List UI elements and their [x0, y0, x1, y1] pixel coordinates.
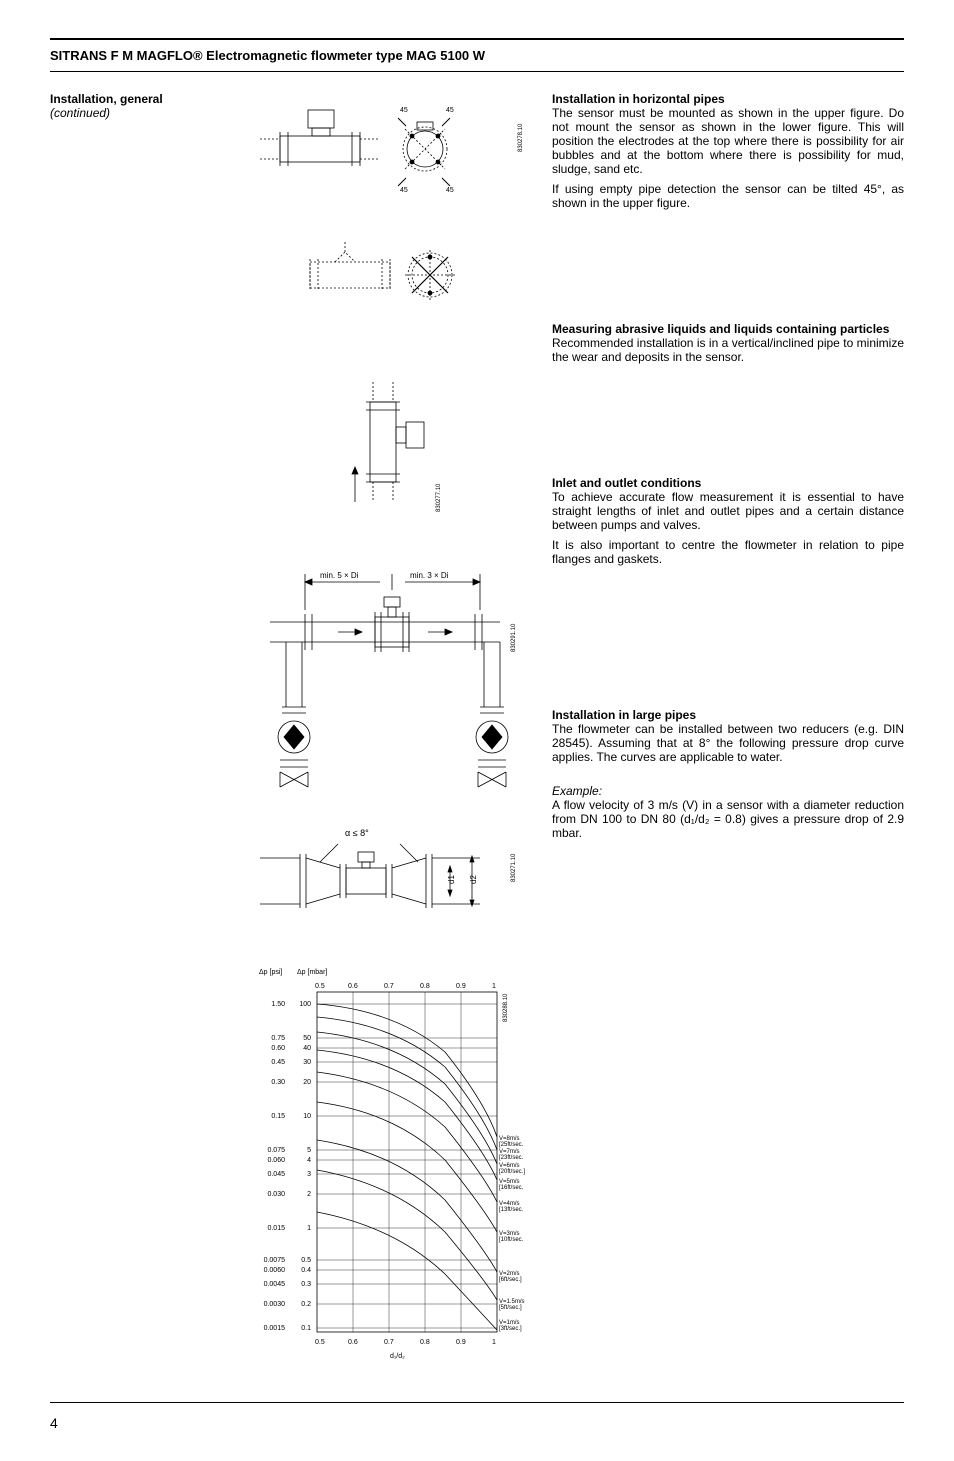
section-title: Installation in large pipes [552, 708, 904, 722]
svg-text:[13ft/sec.: [13ft/sec. [499, 1207, 524, 1213]
section-body: It is also important to centre the flowm… [552, 538, 904, 566]
section-body: The flowmeter can be installed between t… [552, 722, 904, 764]
svg-text:0.0075: 0.0075 [264, 1257, 286, 1264]
svg-text:0.5: 0.5 [315, 983, 325, 990]
svg-text:0.8: 0.8 [420, 983, 430, 990]
page-header-title: SITRANS F M MAGFLO® Electromagnetic flow… [50, 48, 904, 71]
svg-text:[3ft/sec.]: [3ft/sec.] [499, 1326, 522, 1332]
svg-text:0.30: 0.30 [271, 1079, 285, 1086]
svg-text:830277.10: 830277.10 [436, 483, 442, 512]
svg-text:5: 5 [307, 1147, 311, 1154]
svg-text:4: 4 [307, 1157, 311, 1164]
svg-text:830288.10: 830288.10 [503, 993, 509, 1022]
svg-text:45: 45 [446, 187, 454, 194]
section-horizontal-pipes: Installation in horizontal pipes The sen… [552, 92, 904, 210]
svg-text:d₁/d₂: d₁/d₂ [390, 1353, 405, 1360]
svg-text:0.060: 0.060 [267, 1157, 285, 1164]
svg-text:d2: d2 [469, 875, 478, 884]
svg-text:0.15: 0.15 [271, 1113, 285, 1120]
svg-text:0.1: 0.1 [301, 1325, 311, 1332]
svg-text:min. 3 × Di: min. 3 × Di [410, 571, 449, 580]
svg-text:[23ft/sec.: [23ft/sec. [499, 1155, 524, 1161]
section-body: To achieve accurate flow measurement it … [552, 490, 904, 532]
figure-ref-text: 830278.10 [518, 123, 524, 152]
section-body: Recommended installation is in a vertica… [552, 336, 904, 364]
svg-text:0.7: 0.7 [384, 1339, 394, 1346]
svg-text:0.0060: 0.0060 [264, 1267, 286, 1274]
svg-text:30: 30 [303, 1059, 311, 1066]
svg-text:[6ft/sec.]: [6ft/sec.] [499, 1277, 522, 1283]
svg-text:d1: d1 [447, 875, 456, 884]
section-title: Inlet and outlet conditions [552, 476, 904, 490]
svg-text:0.0030: 0.0030 [264, 1301, 286, 1308]
section-body: If using empty pipe detection the sensor… [552, 182, 904, 210]
svg-text:0.6: 0.6 [348, 983, 358, 990]
svg-text:0.7: 0.7 [384, 983, 394, 990]
svg-text:[16ft/sec.: [16ft/sec. [499, 1185, 524, 1191]
svg-text:830291.10: 830291.10 [511, 623, 517, 652]
svg-text:0.8: 0.8 [420, 1339, 430, 1346]
svg-text:α ≤ 8°: α ≤ 8° [345, 828, 369, 838]
svg-text:Δp [mbar]: Δp [mbar] [297, 969, 327, 976]
svg-text:0.3: 0.3 [301, 1281, 311, 1288]
svg-text:0.5: 0.5 [301, 1257, 311, 1264]
sidebar-continued: (continued) [50, 106, 240, 120]
svg-text:0.45: 0.45 [271, 1059, 285, 1066]
svg-text:0.9: 0.9 [456, 983, 466, 990]
figure-vertical-pipe: 830277.10 [310, 372, 470, 532]
svg-text:0.9: 0.9 [456, 1339, 466, 1346]
figure-inlet-outlet: 830291.10 min. 5 × Di min. 3 × Di [250, 562, 530, 792]
section-title: Installation in horizontal pipes [552, 92, 904, 106]
svg-text:830271.10: 830271.10 [511, 853, 517, 882]
svg-text:[25ft/sec.: [25ft/sec. [499, 1142, 524, 1148]
svg-text:2: 2 [307, 1191, 311, 1198]
sidebar-heading: Installation, general [50, 92, 240, 106]
section-abrasive-liquids: Measuring abrasive liquids and liquids c… [552, 322, 904, 364]
figure-large-pipes: 830271.10 α ≤ 8° [250, 822, 530, 932]
svg-text:0.015: 0.015 [267, 1225, 285, 1232]
svg-text:0.0015: 0.0015 [264, 1325, 286, 1332]
svg-text:[10ft/sec.: [10ft/sec. [499, 1237, 524, 1243]
svg-text:0.045: 0.045 [267, 1171, 285, 1178]
svg-text:[5ft/sec.]: [5ft/sec.] [499, 1305, 522, 1311]
svg-text:0.4: 0.4 [301, 1267, 311, 1274]
svg-text:Δp [psi]: Δp [psi] [259, 969, 282, 976]
svg-text:0.030: 0.030 [267, 1191, 285, 1198]
svg-text:100: 100 [299, 1001, 311, 1008]
svg-text:40: 40 [303, 1045, 311, 1052]
svg-text:0.6: 0.6 [348, 1339, 358, 1346]
svg-text:0.2: 0.2 [301, 1301, 311, 1308]
section-large-pipes: Installation in large pipes The flowmete… [552, 708, 904, 840]
example-body: A flow velocity of 3 m/s (V) in a sensor… [552, 798, 904, 840]
svg-text:45: 45 [400, 107, 408, 114]
svg-text:0.75: 0.75 [271, 1035, 285, 1042]
section-body: The sensor must be mounted as shown in t… [552, 106, 904, 176]
svg-text:45: 45 [446, 107, 454, 114]
svg-text:45: 45 [400, 187, 408, 194]
svg-text:50: 50 [303, 1035, 311, 1042]
svg-text:1.50: 1.50 [271, 1001, 285, 1008]
figure-horizontal-pipes: 830278.10 [250, 92, 530, 342]
svg-text:0.60: 0.60 [271, 1045, 285, 1052]
svg-text:20: 20 [303, 1079, 311, 1086]
page-number: 4 [50, 1415, 904, 1431]
section-inlet-outlet: Inlet and outlet conditions To achieve a… [552, 476, 904, 566]
svg-text:[20ft/sec.]: [20ft/sec.] [499, 1169, 525, 1175]
pressure-drop-chart: Δp [psi] Δp [mbar] 830288.10 0.5 0.6 0.7… [245, 962, 535, 1362]
svg-text:0.5: 0.5 [315, 1339, 325, 1346]
section-title: Measuring abrasive liquids and liquids c… [552, 322, 904, 336]
svg-text:1: 1 [492, 1339, 496, 1346]
svg-text:3: 3 [307, 1171, 311, 1178]
svg-text:0.0045: 0.0045 [264, 1281, 286, 1288]
svg-text:min. 5 × Di: min. 5 × Di [320, 571, 359, 580]
svg-text:0.075: 0.075 [267, 1147, 285, 1154]
svg-text:1: 1 [307, 1225, 311, 1232]
example-label: Example: [552, 784, 904, 798]
svg-text:10: 10 [303, 1113, 311, 1120]
svg-text:1: 1 [492, 983, 496, 990]
